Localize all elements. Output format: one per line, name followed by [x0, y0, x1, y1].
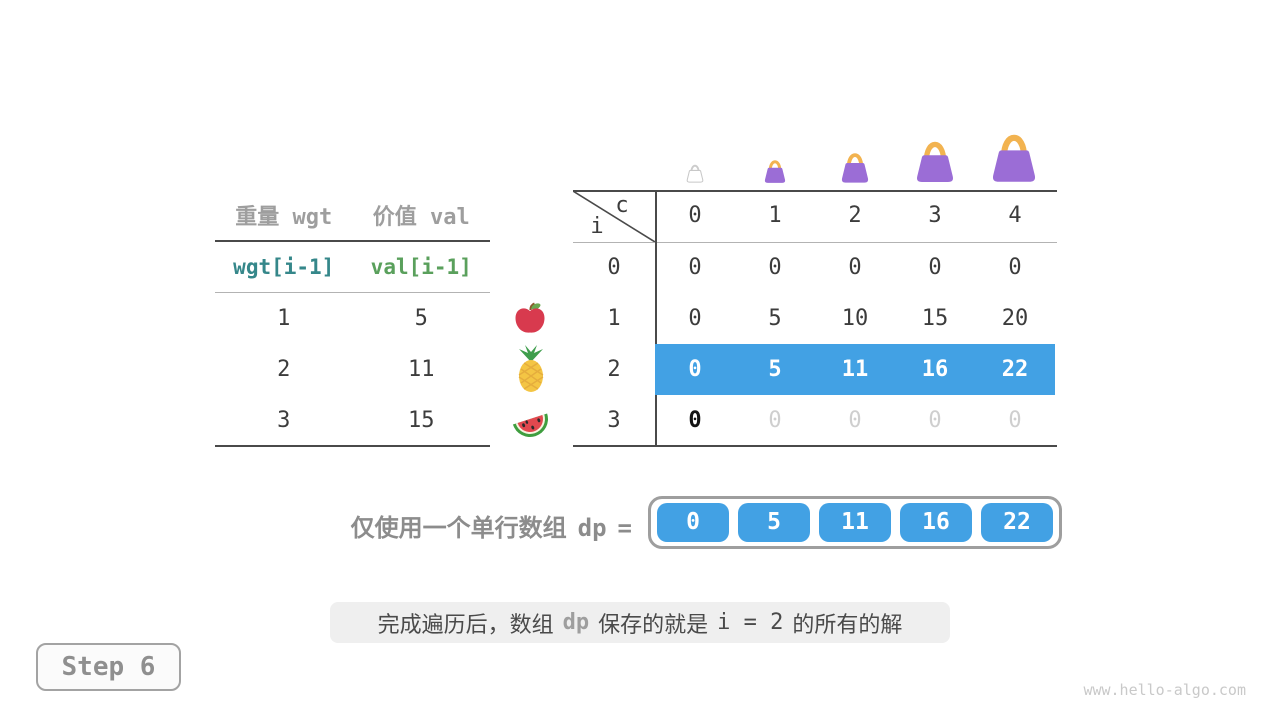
dp-array-label-code: dp [577, 514, 607, 542]
caption-part3: 的所有的解 [792, 612, 903, 638]
wgt-index-label: wgt[i-1] [233, 255, 335, 279]
dp-array: 0 5 11 16 22 [648, 496, 1062, 549]
dp-row-1: 0 5 10 15 20 [655, 293, 1055, 344]
bag-xlarge-icon [987, 128, 1041, 184]
cell-3-3: 0 [928, 408, 942, 433]
value-column-header: 价值 val [372, 205, 470, 230]
bag-large-icon [912, 136, 958, 184]
item-2-weight: 2 [277, 357, 291, 382]
dp-array-cell-4: 22 [981, 503, 1053, 542]
item-1-value: 5 [414, 306, 428, 331]
bag-medium-icon [839, 153, 871, 184]
row-label-0: 0 [607, 255, 621, 280]
dp-row-0: 0 0 0 0 0 [655, 242, 1055, 293]
caption-code-i2: i = 2 [717, 610, 784, 635]
cell-2-4: 22 [1001, 357, 1029, 382]
item-2-value: 11 [408, 357, 435, 382]
corner-diagonal-line [573, 190, 655, 242]
val-index-label: val[i-1] [370, 255, 472, 279]
cell-0-4: 0 [1008, 255, 1022, 280]
row-label-3: 3 [607, 408, 621, 433]
pineapple-icon [518, 345, 544, 392]
item-row-3: 3 15 [215, 395, 490, 446]
bag-small-icon [763, 160, 787, 184]
col-header-2: 2 [848, 203, 862, 228]
cell-0-2: 0 [848, 255, 862, 280]
cell-1-3: 15 [921, 306, 949, 331]
apple-icon [515, 302, 545, 333]
dp-table-line-bottom [573, 445, 1057, 447]
cell-3-1: 0 [768, 408, 782, 433]
cell-3-4: 0 [1008, 408, 1022, 433]
dp-table-line-top [573, 190, 1057, 192]
row-label-2: 2 [607, 357, 621, 382]
step-badge: Step 6 [36, 643, 181, 691]
cell-0-1: 0 [768, 255, 782, 280]
watermark-url: www.hello-algo.com [1083, 681, 1246, 699]
items-table-line-mid [215, 292, 490, 293]
watermelon-icon [512, 413, 548, 437]
cell-0-3: 0 [928, 255, 942, 280]
items-table-header-row: 重量 wgt 价值 val [215, 190, 490, 240]
dp-table: c i 0 1 2 3 4 0 0 0 0 0 0 1 0 5 10 15 20… [573, 190, 1057, 447]
row-label-1: 1 [607, 306, 621, 331]
dp-array-equals: = [617, 514, 632, 542]
weight-column-header: 重量 wgt [235, 205, 333, 230]
item-3-value: 15 [408, 408, 435, 433]
cell-2-1: 5 [768, 357, 782, 382]
col-header-0: 0 [688, 203, 702, 228]
item-row-1: 1 5 [215, 293, 490, 344]
cell-3-2: 0 [848, 408, 862, 433]
cell-2-3: 16 [921, 357, 949, 382]
dp-column-headers: 0 1 2 3 4 [655, 190, 1055, 242]
dp-row-2-highlighted: 0 5 11 16 22 [655, 344, 1055, 395]
caption-code-dp: dp [562, 610, 590, 635]
col-header-1: 1 [768, 203, 782, 228]
dp-array-cell-2: 11 [819, 503, 891, 542]
col-header-4: 4 [1008, 203, 1022, 228]
cell-1-1: 5 [768, 306, 782, 331]
dp-row-3: 0 0 0 0 0 [655, 395, 1055, 446]
cell-0-0: 0 [688, 255, 702, 280]
caption-part2: 保存的就是 [598, 612, 709, 638]
item-1-weight: 1 [277, 306, 291, 331]
items-table: 重量 wgt 价值 val wgt[i-1] val[i-1] 1 5 2 11… [215, 190, 490, 447]
col-header-3: 3 [928, 203, 942, 228]
cell-1-2: 10 [841, 306, 869, 331]
bag-tiny-outline-icon [686, 164, 704, 183]
cell-2-0: 0 [688, 357, 702, 382]
items-table-line-bottom [215, 445, 490, 447]
cell-1-4: 20 [1001, 306, 1029, 331]
caption-part1: 完成遍历后，数组 [377, 612, 554, 638]
dp-table-line-header [573, 242, 1057, 243]
dp-table-line-vertical [655, 190, 657, 447]
cell-3-0: 0 [688, 408, 702, 433]
corner-capacity-label: c [615, 193, 629, 218]
dp-array-label: 仅使用一个单行数组 dp = [330, 508, 632, 543]
cell-2-2: 11 [841, 357, 869, 382]
dp-array-label-text: 仅使用一个单行数组 [350, 514, 567, 542]
cell-1-0: 0 [688, 306, 702, 331]
dp-array-cell-3: 16 [900, 503, 972, 542]
dp-array-cell-1: 5 [738, 503, 810, 542]
items-table-subheader-row: wgt[i-1] val[i-1] [215, 242, 490, 292]
item-row-2: 2 11 [215, 344, 490, 395]
item-3-weight: 3 [277, 408, 291, 433]
dp-array-cell-0: 0 [657, 503, 729, 542]
corner-item-label: i [590, 214, 604, 239]
caption-note: 完成遍历后，数组 dp 保存的就是 i = 2 的所有的解 [330, 602, 950, 643]
items-table-line-top [215, 240, 490, 242]
